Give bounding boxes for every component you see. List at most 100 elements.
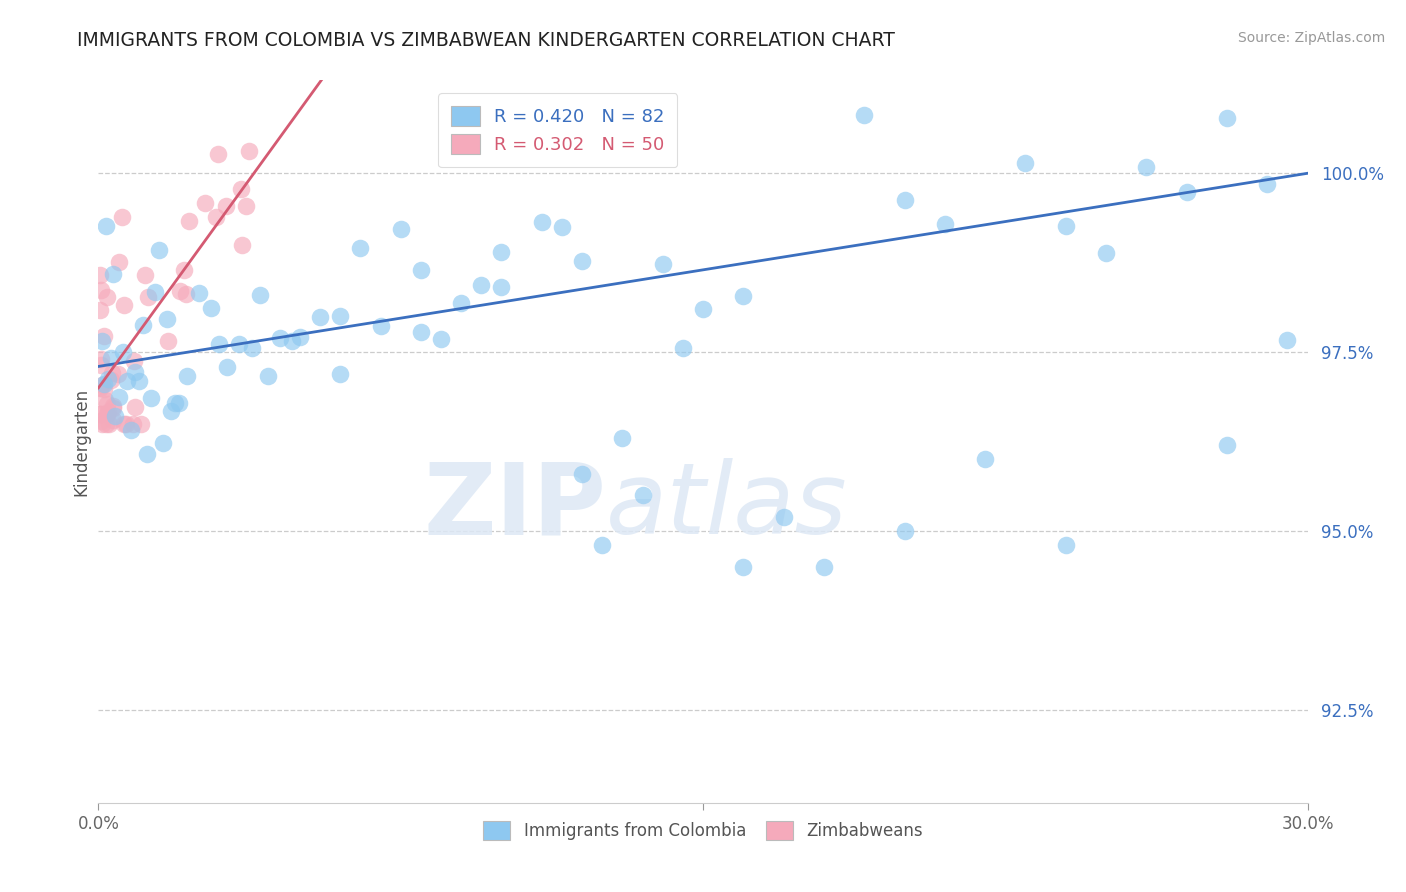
Point xyxy=(94,417,117,431)
Point xyxy=(1256,177,1278,191)
Point xyxy=(1095,245,1118,260)
Point xyxy=(89,381,111,395)
Point xyxy=(89,407,111,421)
Point xyxy=(269,331,291,345)
Point xyxy=(93,377,115,392)
Point xyxy=(111,344,134,359)
Text: ZIP: ZIP xyxy=(423,458,606,555)
Point xyxy=(651,257,673,271)
Point xyxy=(90,414,112,428)
Point xyxy=(129,417,152,431)
Point xyxy=(96,407,118,421)
Point xyxy=(163,396,186,410)
Point xyxy=(103,409,125,423)
Point xyxy=(100,351,122,366)
Point xyxy=(90,351,112,366)
Point xyxy=(173,262,195,277)
Point xyxy=(256,368,278,383)
Point xyxy=(1216,438,1239,452)
Point xyxy=(853,108,876,122)
Point xyxy=(231,238,253,252)
Point xyxy=(97,417,120,431)
Point xyxy=(228,336,250,351)
Point xyxy=(249,288,271,302)
Point xyxy=(108,255,131,269)
Point xyxy=(124,365,146,379)
Point xyxy=(672,341,695,355)
Point xyxy=(1175,185,1198,199)
Point xyxy=(169,284,191,298)
Point xyxy=(470,277,492,292)
Point xyxy=(96,397,118,411)
Point xyxy=(176,369,198,384)
Point xyxy=(214,199,236,213)
Point xyxy=(551,220,574,235)
Point xyxy=(1054,219,1077,233)
Point xyxy=(288,330,311,344)
Point xyxy=(156,334,179,349)
Point xyxy=(174,286,197,301)
Point xyxy=(90,283,112,297)
Point xyxy=(772,509,794,524)
Point xyxy=(97,372,120,386)
Point xyxy=(409,326,432,340)
Point xyxy=(530,215,553,229)
Text: atlas: atlas xyxy=(606,458,848,555)
Legend: Immigrants from Colombia, Zimbabweans: Immigrants from Colombia, Zimbabweans xyxy=(475,813,931,848)
Point xyxy=(217,359,239,374)
Point xyxy=(409,262,432,277)
Point xyxy=(90,358,112,372)
Point xyxy=(240,341,263,355)
Point xyxy=(188,286,211,301)
Text: Source: ZipAtlas.com: Source: ZipAtlas.com xyxy=(1237,31,1385,45)
Point xyxy=(93,328,115,343)
Point xyxy=(349,241,371,255)
Point xyxy=(591,538,613,552)
Point xyxy=(115,417,138,431)
Point xyxy=(111,210,134,224)
Point xyxy=(733,289,755,303)
Point xyxy=(208,336,231,351)
Point xyxy=(139,391,162,405)
Point xyxy=(90,377,112,392)
Point xyxy=(571,253,593,268)
Point xyxy=(329,367,352,381)
Point xyxy=(370,319,392,334)
Point xyxy=(491,279,513,293)
Point xyxy=(121,417,143,431)
Point xyxy=(733,559,755,574)
Point xyxy=(128,374,150,388)
Point xyxy=(167,396,190,410)
Point xyxy=(93,383,115,397)
Point xyxy=(893,193,915,207)
Point xyxy=(177,213,200,227)
Point xyxy=(107,367,129,381)
Point xyxy=(96,290,118,304)
Point xyxy=(134,268,156,282)
Point xyxy=(231,181,253,195)
Point xyxy=(207,147,229,161)
Point xyxy=(120,423,142,437)
Point xyxy=(96,219,118,233)
Point xyxy=(200,301,222,315)
Point xyxy=(143,285,166,299)
Point xyxy=(136,290,159,304)
Point xyxy=(101,399,124,413)
Point xyxy=(112,298,135,312)
Point xyxy=(813,559,835,574)
Point xyxy=(194,196,217,211)
Point xyxy=(571,467,593,481)
Point xyxy=(94,393,117,408)
Point xyxy=(100,366,122,380)
Point xyxy=(132,318,155,332)
Point xyxy=(101,401,124,415)
Point xyxy=(91,334,114,348)
Point xyxy=(135,447,157,461)
Point xyxy=(101,267,124,281)
Point xyxy=(934,217,956,231)
Point xyxy=(122,354,145,368)
Point xyxy=(152,435,174,450)
Point xyxy=(124,400,146,414)
Point xyxy=(238,144,260,158)
Point xyxy=(112,417,135,431)
